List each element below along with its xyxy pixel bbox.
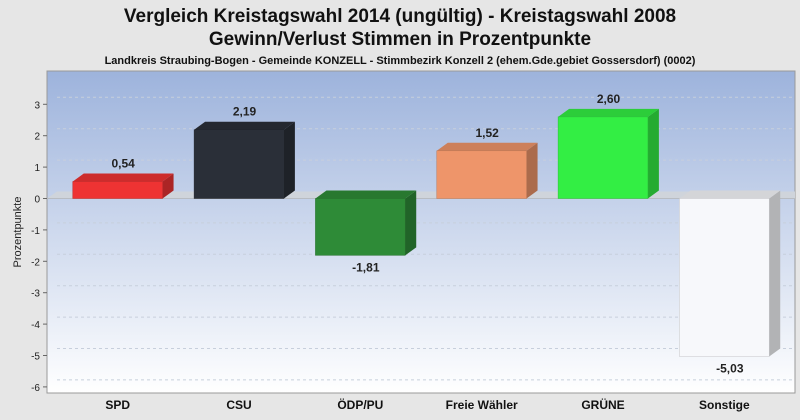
plot-area — [46, 70, 796, 394]
bar-front — [72, 181, 163, 199]
bar-value-label: 2,60 — [597, 92, 621, 106]
x-axis: SPD CSU ÖDP/PU Freie Wähler GRÜNE Sonstige — [105, 397, 750, 412]
y-axis: 3 2 1 0 -1 -2 -3 -4 -5 -6 — [31, 100, 47, 394]
bar-side — [647, 108, 659, 199]
y-tick-label: -6 — [31, 383, 40, 394]
chart-subtitle: Landkreis Straubing-Bogen - Gemeinde KON… — [105, 55, 696, 67]
x-tick-label: SPD — [105, 398, 130, 412]
bar-front — [679, 198, 770, 357]
bar-front — [315, 198, 406, 256]
bar-top — [72, 173, 174, 182]
bar-side — [162, 173, 174, 199]
y-axis-label: Prozentpunkte — [12, 197, 24, 268]
x-tick-label: CSU — [226, 398, 251, 412]
bar-side — [405, 190, 417, 256]
bar-spd: 0,54 — [72, 157, 174, 199]
bar-side — [283, 121, 295, 199]
y-tick-label: -5 — [31, 352, 40, 363]
y-tick-label: 3 — [34, 100, 40, 111]
gridlines — [57, 96, 795, 381]
bar-csu: 2,19 — [193, 105, 295, 199]
y-tick-label: -4 — [31, 320, 40, 331]
bar-top — [315, 190, 417, 199]
bar-top — [558, 108, 659, 117]
x-tick-label: ÖDP/PU — [337, 397, 383, 412]
bar-value-label: -5,03 — [716, 361, 744, 375]
bar-sonstige: -5,03 — [679, 190, 781, 375]
bar-gr-ne: 2,60 — [557, 92, 659, 199]
bar-freie-w-hler: 1,52 — [436, 126, 538, 199]
bar-value-label: -1,81 — [352, 260, 380, 274]
x-tick-label: Sonstige — [699, 398, 750, 412]
x-tick-label: GRÜNE — [581, 397, 624, 412]
bar-side — [769, 190, 781, 357]
chart-title-2: Gewinn/Verlust Stimmen in Prozentpunkte — [209, 29, 591, 50]
bar-side — [526, 142, 538, 199]
bar-top — [194, 121, 295, 130]
y-tick-label: 2 — [34, 132, 40, 143]
y-tick-label: 0 — [34, 195, 40, 206]
bar--dp-pu: -1,81 — [315, 190, 417, 274]
chart-title: Vergleich Kreistagswahl 2014 (ungültig) … — [124, 6, 676, 27]
bar-front — [193, 129, 285, 199]
bar-top — [436, 142, 538, 151]
bar-value-label: 0,54 — [111, 157, 135, 171]
bars: 0,54 2,19 -1,81 1,52 2,60 -5,03 — [72, 92, 781, 375]
bar-front — [557, 116, 649, 199]
x-tick-label: Freie Wähler — [446, 398, 518, 412]
y-tick-label: -3 — [31, 289, 40, 300]
y-tick-label: -2 — [31, 257, 40, 268]
y-tick-label: -1 — [31, 226, 40, 237]
y-tick-label: 1 — [34, 163, 40, 174]
bar-value-label: 2,19 — [233, 105, 257, 119]
bar-top — [679, 190, 781, 199]
bar-front — [436, 150, 527, 199]
bar-value-label: 1,52 — [475, 126, 499, 140]
